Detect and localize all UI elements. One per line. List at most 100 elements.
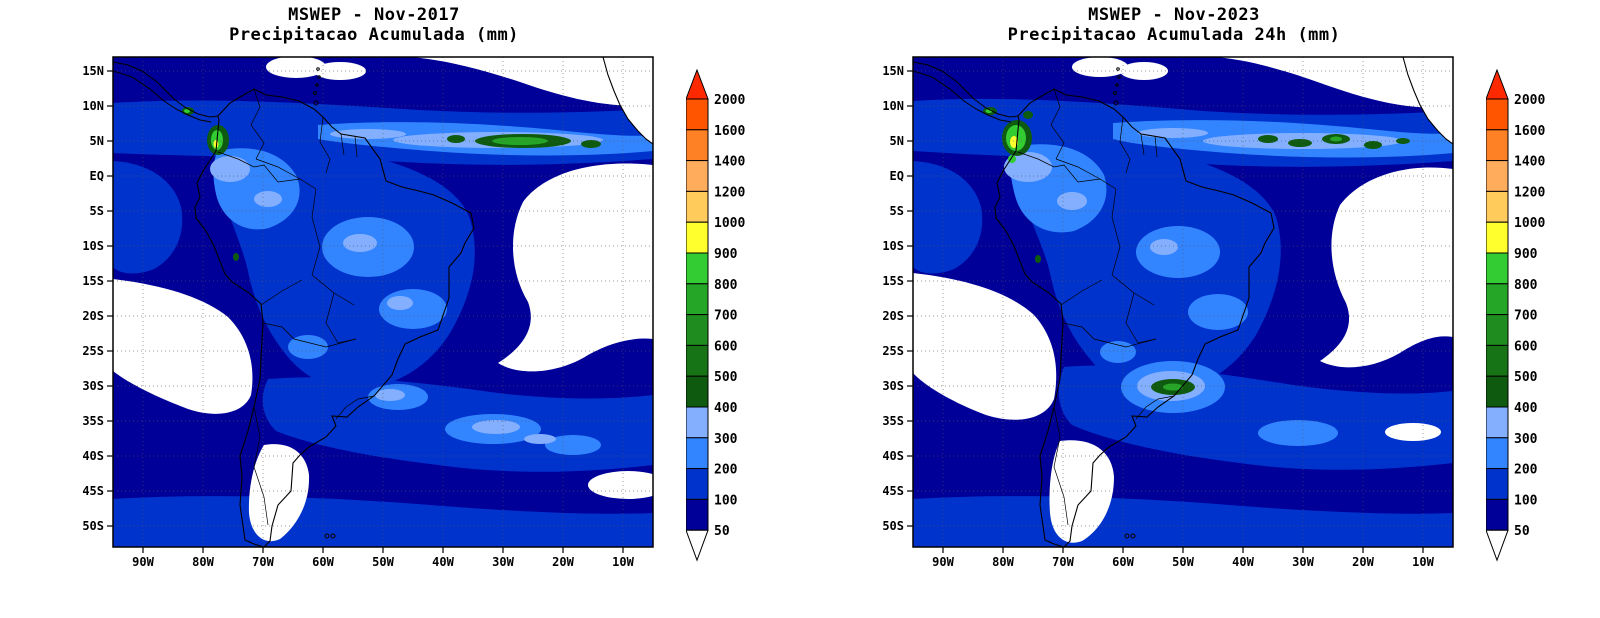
- colorbar-arrow-bottom: [685, 529, 709, 562]
- colorbar-label: 900: [714, 247, 738, 262]
- colorbar-segment: [685, 437, 709, 470]
- lon-tick-label: 80W: [992, 555, 1014, 569]
- lat-tick-label: 10N: [82, 99, 104, 113]
- colorbar-segment: [685, 221, 709, 254]
- colorbar-segment: [685, 160, 709, 192]
- colorbar-label: 50: [1514, 524, 1530, 539]
- lat-tick-label: 15S: [882, 274, 904, 288]
- panel-title: MSWEP - Nov-2017: [288, 5, 460, 25]
- lon-tick-label: 20W: [552, 555, 574, 569]
- axes: 90W 80W 70W 60W 50W 40W 30W 20W 10W 15N 10N 5N EQ 5S 1…: [882, 64, 1434, 569]
- lon-tick-label: 40W: [432, 555, 454, 569]
- lat-tick-label: 5S: [90, 204, 104, 218]
- colorbar-segment: [685, 406, 709, 439]
- colorbar-segment: [685, 314, 709, 346]
- colorbar-label: 1000: [714, 216, 745, 231]
- lon-tick-label: 50W: [1172, 555, 1194, 569]
- colorbar-segment: [1485, 129, 1509, 162]
- panel-titles: MSWEP - Nov-2017 Precipitacao Acumulada …: [68, 5, 680, 45]
- lat-lon-grid: [113, 57, 653, 547]
- colorbar-label: 1600: [1514, 124, 1545, 139]
- axes: 90W 80W 70W 60W 50W 40W 30W 20W 10W 15N 10N 5N EQ 5S 1…: [82, 64, 634, 569]
- lon-tick-label: 70W: [252, 555, 274, 569]
- lat-tick-label: 25S: [882, 344, 904, 358]
- plot-row: 90W 80W 70W 60W 50W 40W 30W 20W 10W 15N 10N 5N EQ 5S 1…: [68, 47, 800, 575]
- colorbar-segment: [1485, 437, 1509, 470]
- colorbar-segment: [1485, 498, 1509, 531]
- lat-tick-label: 40S: [882, 449, 904, 463]
- lat-tick-label: 10S: [82, 239, 104, 253]
- plot-row: 90W 80W 70W 60W 50W 40W 30W 20W 10W 15N 10N 5N EQ 5S 1…: [868, 47, 1600, 575]
- lat-tick-label: 50S: [82, 519, 104, 533]
- lat-tick-label: 20S: [882, 309, 904, 323]
- lon-tick-label: 10W: [1412, 555, 1434, 569]
- colorbar-label: 300: [1514, 432, 1538, 447]
- colorbar-label: 1000: [1514, 216, 1545, 231]
- colorbar: 2000 1600 1400 1200 1000 900 800 700 600 500 400 30…: [1485, 68, 1566, 567]
- panel-title: MSWEP - Nov-2023: [1088, 5, 1260, 25]
- colorbar-segment: [685, 344, 709, 377]
- lat-tick-label: 10N: [882, 99, 904, 113]
- lat-tick-label: 45S: [882, 484, 904, 498]
- colorbar-segment: [1485, 314, 1509, 346]
- colorbar-segment: [1485, 468, 1509, 500]
- colorbar: 2000 1600 1400 1200 1000 900 800 700 600 500 400 30…: [685, 68, 766, 567]
- colorbar-segment: [685, 190, 709, 223]
- lon-tick-label: 60W: [1112, 555, 1134, 569]
- lat-tick-label: 40S: [82, 449, 104, 463]
- colorbar-label: 700: [1514, 309, 1538, 324]
- colorbar-label: 1200: [1514, 185, 1545, 200]
- panel-nov-2023: MSWEP - Nov-2023 Precipitacao Acumulada …: [800, 5, 1600, 618]
- lon-tick-label: 30W: [492, 555, 514, 569]
- lon-tick-label: 40W: [1232, 555, 1254, 569]
- colorbar-label: 200: [1514, 463, 1538, 478]
- colorbar-label: 2000: [714, 93, 745, 108]
- colorbar-label: 400: [1514, 401, 1538, 416]
- colorbar-label: 100: [714, 493, 738, 508]
- colorbar-segment: [1485, 221, 1509, 254]
- colorbar-label: 1400: [714, 155, 745, 170]
- lat-tick-label: 20S: [82, 309, 104, 323]
- lat-tick-label: 25S: [82, 344, 104, 358]
- lon-tick-label: 80W: [192, 555, 214, 569]
- colorbar-segment: [685, 375, 709, 408]
- lat-tick-label: 10S: [882, 239, 904, 253]
- lon-tick-label: 60W: [312, 555, 334, 569]
- lon-tick-label: 50W: [372, 555, 394, 569]
- map-nov-2023: 90W 80W 70W 60W 50W 40W 30W 20W 10W 15N 10N 5N EQ 5S 1…: [882, 56, 1454, 569]
- colorbar-label: 900: [1514, 247, 1538, 262]
- colorbar-segment: [1485, 160, 1509, 192]
- lat-tick-label: 5N: [90, 134, 104, 148]
- colorbar-label: 200: [714, 463, 738, 478]
- lat-tick-label: 35S: [82, 414, 104, 428]
- colorbar-label: 2000: [1514, 93, 1545, 108]
- colorbar-svg: 2000 1600 1400 1200 1000 900 800 700 600 500 400 30…: [685, 68, 745, 562]
- lon-tick-label: 30W: [1292, 555, 1314, 569]
- lat-tick-label: EQ: [890, 169, 904, 183]
- colorbar-segment: [1485, 98, 1509, 131]
- colorbar-label: 300: [714, 432, 738, 447]
- panel-nov-2017: MSWEP - Nov-2017 Precipitacao Acumulada …: [0, 5, 800, 618]
- lat-tick-label: 45S: [82, 484, 104, 498]
- lat-tick-label: 5S: [890, 204, 904, 218]
- lat-tick-label: EQ: [90, 169, 104, 183]
- lon-tick-label: 10W: [612, 555, 634, 569]
- lon-tick-label: 90W: [932, 555, 954, 569]
- colorbar-segment: [1485, 406, 1509, 439]
- colorbar-segment: [1485, 344, 1509, 377]
- colorbar-label: 700: [714, 309, 738, 324]
- colorbar-label: 50: [714, 524, 730, 539]
- lat-tick-label: 15N: [82, 64, 104, 78]
- map-nov-2017: 90W 80W 70W 60W 50W 40W 30W 20W 10W 15N 10N 5N EQ 5S 1…: [82, 56, 654, 569]
- colorbar-label: 100: [1514, 493, 1538, 508]
- colorbar-segment: [1485, 252, 1509, 285]
- colorbar-label: 600: [1514, 339, 1538, 354]
- precipitation-field: [113, 57, 653, 547]
- lat-tick-label: 30S: [882, 379, 904, 393]
- lat-tick-label: 5N: [890, 134, 904, 148]
- colorbar-label: 800: [1514, 278, 1538, 293]
- colorbar-segment: [685, 283, 709, 316]
- lat-tick-label: 30S: [82, 379, 104, 393]
- lon-tick-label: 90W: [132, 555, 154, 569]
- colorbar-label: 1200: [714, 185, 745, 200]
